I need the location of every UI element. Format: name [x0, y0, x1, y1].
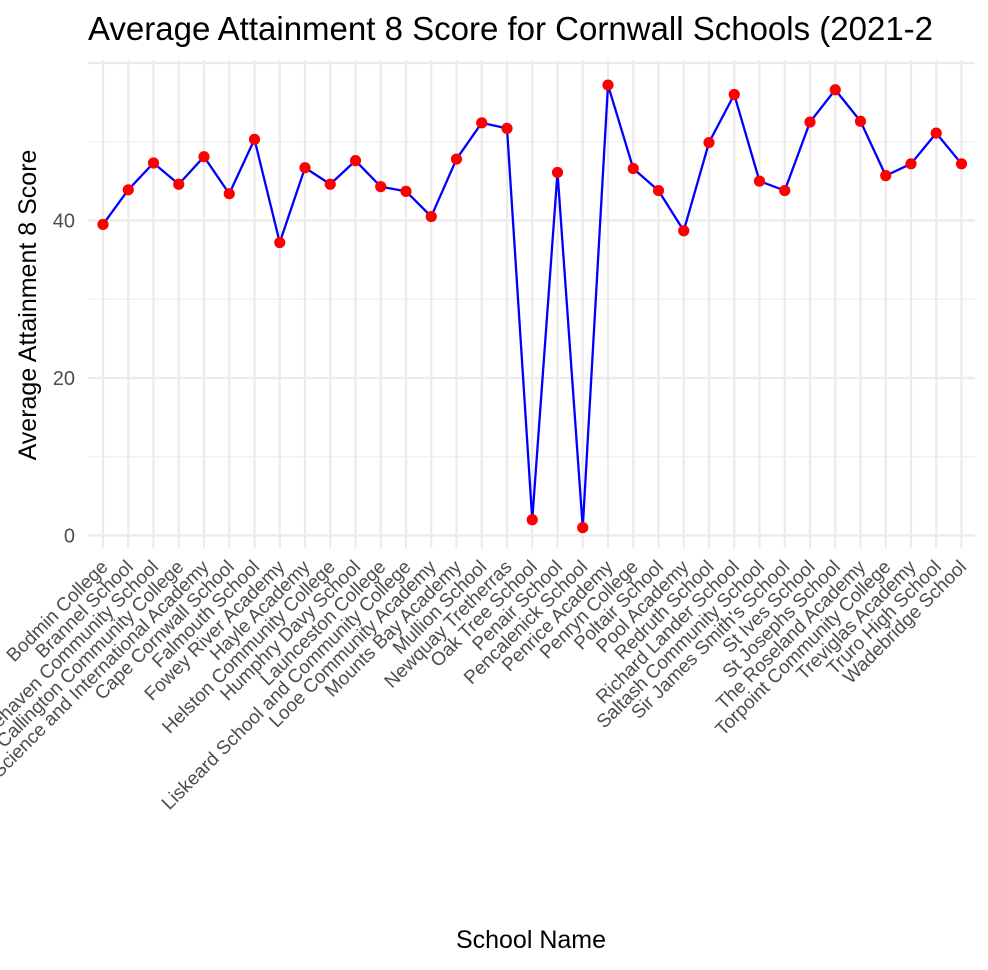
- y-tick-labels: 0 20 40: [53, 211, 75, 548]
- data-point: [122, 184, 134, 196]
- data-point: [223, 188, 235, 200]
- chart-title: Average Attainment 8 Score for Cornwall …: [88, 10, 933, 47]
- data-point: [97, 218, 109, 231]
- data-point: [753, 175, 766, 187]
- data-point: [551, 166, 564, 179]
- data-point: [577, 522, 589, 534]
- data-point: [779, 184, 791, 197]
- data-point: [425, 210, 437, 223]
- data-point: [703, 136, 715, 149]
- data-point: [248, 133, 261, 145]
- data-point: [728, 88, 740, 101]
- data-point: [526, 514, 538, 526]
- data-point: [476, 117, 488, 129]
- data-point: [880, 170, 892, 182]
- data-point: [602, 79, 614, 91]
- data-point: [678, 225, 690, 237]
- data-point: [400, 185, 412, 197]
- data-point: [173, 178, 185, 190]
- data-points: [97, 79, 968, 534]
- data-point: [854, 115, 867, 127]
- data-point: [829, 84, 841, 96]
- data-point: [930, 127, 942, 139]
- x-axis-title: School Name: [456, 926, 606, 954]
- data-point: [349, 155, 362, 167]
- y-tick-label: 40: [53, 211, 75, 233]
- y-tick-label: 20: [53, 368, 75, 390]
- data-point: [299, 162, 311, 174]
- data-point: [198, 151, 210, 163]
- data-point: [905, 158, 917, 170]
- data-point: [652, 184, 665, 197]
- data-point: [627, 162, 639, 175]
- y-tick-label: 0: [64, 526, 75, 548]
- data-point: [147, 157, 160, 169]
- data-point: [274, 236, 286, 249]
- data-point: [450, 153, 463, 165]
- data-point: [804, 116, 816, 128]
- data-point: [501, 122, 513, 134]
- y-axis-title: Average Attainment 8 Score: [14, 150, 42, 461]
- data-point: [324, 178, 336, 190]
- data-point: [375, 181, 387, 193]
- grid: [88, 60, 975, 548]
- data-point: [955, 158, 968, 170]
